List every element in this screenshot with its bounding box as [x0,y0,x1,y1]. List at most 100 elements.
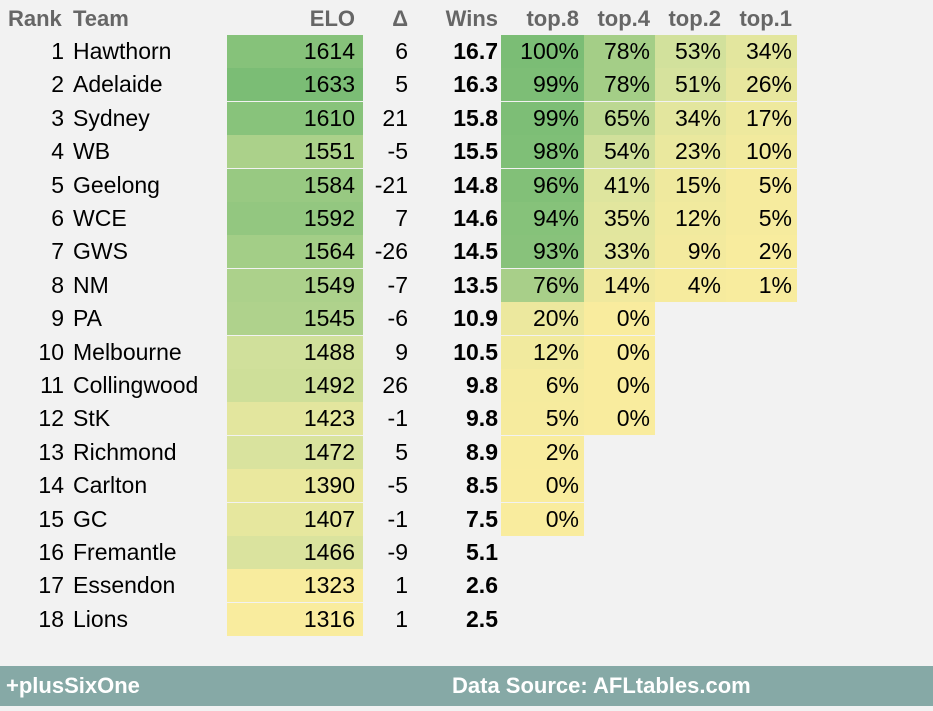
team-cell: Collingwood [73,372,199,398]
top1-cell [726,569,797,602]
top2-cell [655,503,726,536]
wins-cell: 7.5 [466,505,498,532]
wins-cell: 9.8 [466,372,498,398]
footer-bar: +plusSixOne Data Source: AFLtables.com [0,666,933,706]
top1-cell [726,336,797,369]
wins-cell: 2.6 [466,572,498,599]
table-row: 17 Essendon 1323 1 2.6 [0,569,933,603]
team-cell: GWS [73,238,128,265]
wins-cell: 5.1 [466,539,498,565]
team-cell: Fremantle [73,539,177,565]
top1-cell: 10% [726,135,797,169]
table-row: 6 WCE 1592 7 14.6 94% 35% 12% 5% [0,202,933,235]
elo-cell: 1592 [227,202,363,235]
top2-cell [655,402,726,435]
top4-cell [584,603,655,636]
delta-cell: 21 [382,104,408,131]
top4-cell: 35% [584,202,655,235]
delta-cell: -5 [387,138,408,165]
elo-cell: 1323 [227,569,363,603]
rank-cell: 15 [38,505,64,532]
wins-cell: 8.5 [466,472,498,499]
top8-cell: 99% [501,101,584,135]
table-row: 1 Hawthorn 1614 6 16.7 100% 78% 53% 34% [0,35,933,68]
team-cell: PA [73,305,102,332]
wins-cell: 2.5 [466,605,498,632]
top4-cell: 33% [584,235,655,269]
elo-cell: 1390 [227,469,363,503]
rank-cell: 17 [38,572,64,599]
rank-cell: 16 [38,539,64,565]
header-team: Team [73,6,129,31]
table-row: 2 Adelaide 1633 5 16.3 99% 78% 51% 26% [0,68,933,102]
rank-cell: 10 [38,338,64,365]
top4-cell: 14% [584,268,655,302]
top8-cell: 96% [501,168,584,202]
rank-cell: 11 [40,372,64,398]
wins-cell: 14.6 [453,205,498,231]
top2-cell [655,336,726,369]
wins-cell: 14.8 [453,171,498,198]
rank-cell: 13 [38,438,64,465]
wins-cell: 15.5 [453,138,498,165]
team-cell: Adelaide [73,71,163,98]
top8-cell: 98% [501,135,584,169]
wins-cell: 13.5 [453,271,498,298]
top2-cell [655,603,726,636]
delta-cell: -6 [387,305,408,332]
rank-cell: 7 [51,238,64,265]
top1-cell [726,302,797,335]
elo-cell: 1584 [227,168,363,202]
top4-cell: 65% [584,101,655,135]
top2-cell [655,469,726,502]
table-row: 4 WB 1551 -5 15.5 98% 54% 23% 10% [0,135,933,169]
wins-cell: 16.7 [453,38,498,64]
delta-cell: 1 [395,572,408,599]
delta-cell: 9 [395,338,408,365]
rank-cell: 12 [38,405,64,432]
top8-cell: 6% [501,369,584,402]
delta-cell: 26 [382,372,408,398]
top1-cell [726,436,797,469]
top8-cell: 99% [501,68,584,102]
elo-cell: 1472 [227,435,363,469]
top8-cell: 20% [501,302,584,336]
rank-cell: 1 [51,38,64,64]
elo-cell: 1492 [227,369,363,402]
top1-cell [726,402,797,435]
delta-cell: -5 [387,472,408,499]
top8-cell: 100% [501,35,584,68]
header-rank: Rank [8,6,62,31]
delta-cell: -9 [387,539,408,565]
team-cell: Richmond [73,438,177,465]
wins-cell: 14.5 [453,238,498,265]
team-cell: Geelong [73,171,160,198]
top2-cell: 34% [655,101,726,135]
elo-cell: 1423 [227,402,363,436]
header-top4: top.4 [597,6,650,31]
table-row: 10 Melbourne 1488 9 10.5 12% 0% [0,335,933,369]
top8-cell: 5% [501,402,584,436]
delta-cell: -21 [374,171,408,198]
table-row: 8 NM 1549 -7 13.5 76% 14% 4% 1% [0,268,933,302]
top4-cell: 0% [584,402,655,436]
table-row: 16 Fremantle 1466 -9 5.1 [0,536,933,569]
elo-cell: 1633 [227,68,363,102]
top2-cell [655,569,726,602]
top4-cell: 54% [584,135,655,169]
table-row: 12 StK 1423 -1 9.8 5% 0% [0,402,933,436]
team-cell: Lions [73,605,128,632]
elo-cell: 1545 [227,302,363,336]
top1-cell: 5% [726,202,797,235]
top4-cell: 0% [584,335,655,369]
team-cell: Hawthorn [73,38,172,64]
header-top8: top.8 [526,6,579,31]
top2-cell: 15% [655,168,726,202]
team-cell: Essendon [73,572,176,599]
top1-cell: 26% [726,68,797,102]
top4-cell [584,469,655,502]
table-row: 14 Carlton 1390 -5 8.5 0% [0,469,933,503]
data-source-label: Data Source: AFLtables.com [452,673,751,698]
top2-cell: 12% [655,202,726,235]
rank-cell: 18 [38,605,64,632]
